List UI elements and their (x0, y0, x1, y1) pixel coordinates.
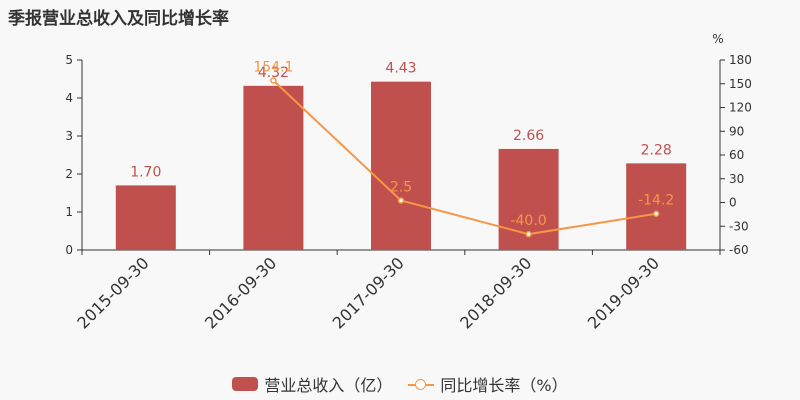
y-right-tick-label: -30 (729, 219, 749, 233)
x-tick-label: 2017-09-30 (329, 253, 408, 332)
bar-data-label: 2.66 (513, 128, 544, 144)
y-right-tick-label: 150 (729, 77, 752, 91)
growth-data-label: 2.5 (390, 180, 412, 196)
y-left-tick-label: 0 (65, 243, 73, 257)
bar (243, 85, 304, 250)
y-left-tick-label: 1 (65, 205, 73, 219)
growth-point (397, 197, 405, 204)
y-right-tick-label: 120 (729, 101, 752, 115)
legend-bar-swatch (232, 377, 259, 391)
bar (371, 81, 431, 250)
legend-label-revenue: 营业总收入（亿） (264, 376, 393, 395)
y-right-tick-label: 30 (729, 172, 744, 186)
bar-data-label: 4.43 (385, 61, 416, 77)
bar-data-label: 1.70 (130, 164, 161, 180)
y-right-tick-label: 180 (729, 53, 752, 67)
growth-point (270, 77, 277, 84)
bar-data-label: 4.32 (258, 65, 289, 81)
y-left-tick-label: 2 (65, 167, 73, 181)
x-tick-label: 2018-09-30 (456, 253, 535, 332)
y-left-tick-label: 3 (65, 129, 73, 143)
legend-item-growth[interactable]: 同比增长率（%） (408, 372, 568, 396)
y-right-unit: % (712, 32, 723, 46)
y-right-tick-label: 0 (729, 196, 737, 210)
y-right-tick-label: 90 (729, 124, 744, 138)
growth-line (272, 79, 657, 236)
x-tick-label: 2016-09-30 (201, 253, 280, 332)
legend: 营业总收入（亿） 同比增长率（%） (0, 372, 800, 396)
chart-title: 季报营业总收入及同比增长率 (8, 9, 229, 29)
y-left-tick-label: 5 (65, 53, 73, 67)
growth-point (525, 230, 532, 238)
growth-data-label: 154.1 (253, 60, 293, 76)
y-right-tick-label: -60 (729, 243, 749, 257)
x-tick-label: 2015-09-30 (73, 253, 152, 332)
x-tick-label: 2019-09-30 (584, 253, 663, 332)
bar-data-label: 2.28 (641, 142, 672, 158)
bar (626, 163, 687, 250)
y-right-tick-label: 60 (729, 148, 744, 162)
growth-data-label: -40.0 (510, 213, 546, 229)
legend-item-revenue[interactable]: 营业总收入（亿） (232, 372, 392, 396)
legend-line-swatch (408, 377, 435, 391)
growth-data-label: -14.2 (638, 193, 674, 209)
legend-label-growth: 同比增长率（%） (440, 376, 568, 395)
growth-point (652, 210, 660, 217)
bar (115, 185, 176, 250)
y-left-tick-label: 4 (65, 91, 73, 105)
